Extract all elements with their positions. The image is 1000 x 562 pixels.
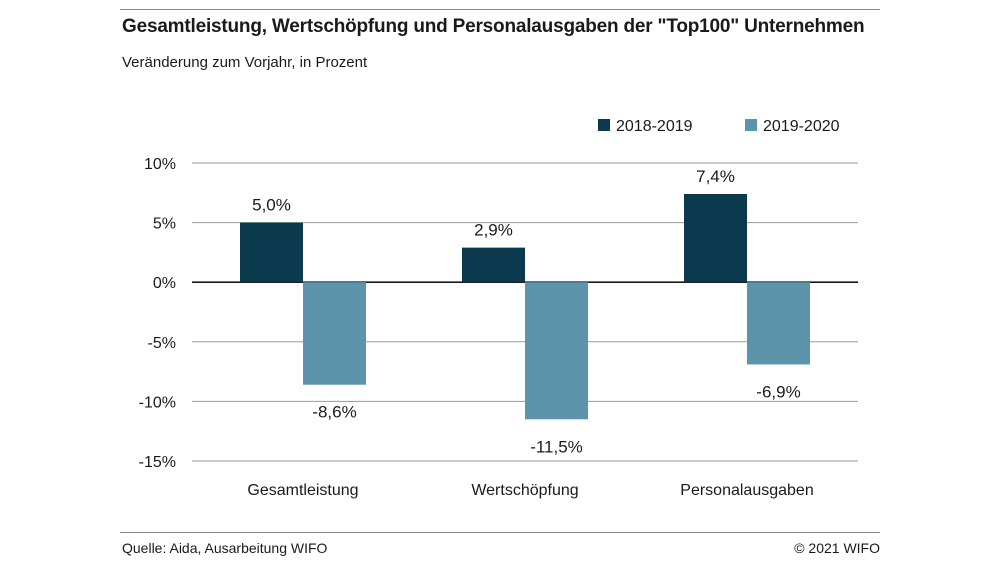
data-label: -11,5%: [530, 437, 583, 456]
y-tick-label: 10%: [144, 156, 176, 173]
y-tick-label: -5%: [148, 335, 176, 352]
data-label: -6,9%: [756, 382, 800, 401]
bottom-rule: [120, 532, 880, 533]
bar: [462, 247, 525, 283]
category-label: Gesamtleistung: [247, 482, 358, 499]
chart-subtitle: Veränderung zum Vorjahr, in Prozent: [122, 54, 368, 71]
legend-swatch: [598, 119, 610, 131]
category-label: Wertschöpfung: [471, 482, 578, 499]
bar: [684, 193, 747, 283]
bar: [240, 222, 303, 283]
legend-label: 2019-2020: [763, 118, 840, 135]
data-label: 5,0%: [252, 196, 291, 215]
y-tick-label: 0%: [153, 275, 176, 292]
source-note: Quelle: Aida, Ausarbeitung WIFO: [122, 540, 328, 556]
bar: [303, 282, 366, 385]
chart-title: Gesamtleistung, Wertschöpfung und Person…: [122, 16, 865, 37]
data-label: 7,4%: [696, 167, 735, 186]
y-tick-label: 5%: [153, 216, 176, 233]
copyright-note: © 2021 WIFO: [794, 540, 880, 556]
data-label: 2,9%: [474, 221, 513, 240]
legend-swatch: [745, 119, 757, 131]
y-tick-label: -10%: [139, 394, 176, 411]
bar: [747, 282, 810, 365]
bar: [525, 282, 588, 420]
legend-label: 2018-2019: [616, 118, 693, 135]
data-label: -8,6%: [312, 403, 356, 422]
y-tick-label: -15%: [139, 454, 176, 471]
category-label: Personalausgaben: [680, 482, 813, 499]
top-rule: [120, 9, 880, 10]
